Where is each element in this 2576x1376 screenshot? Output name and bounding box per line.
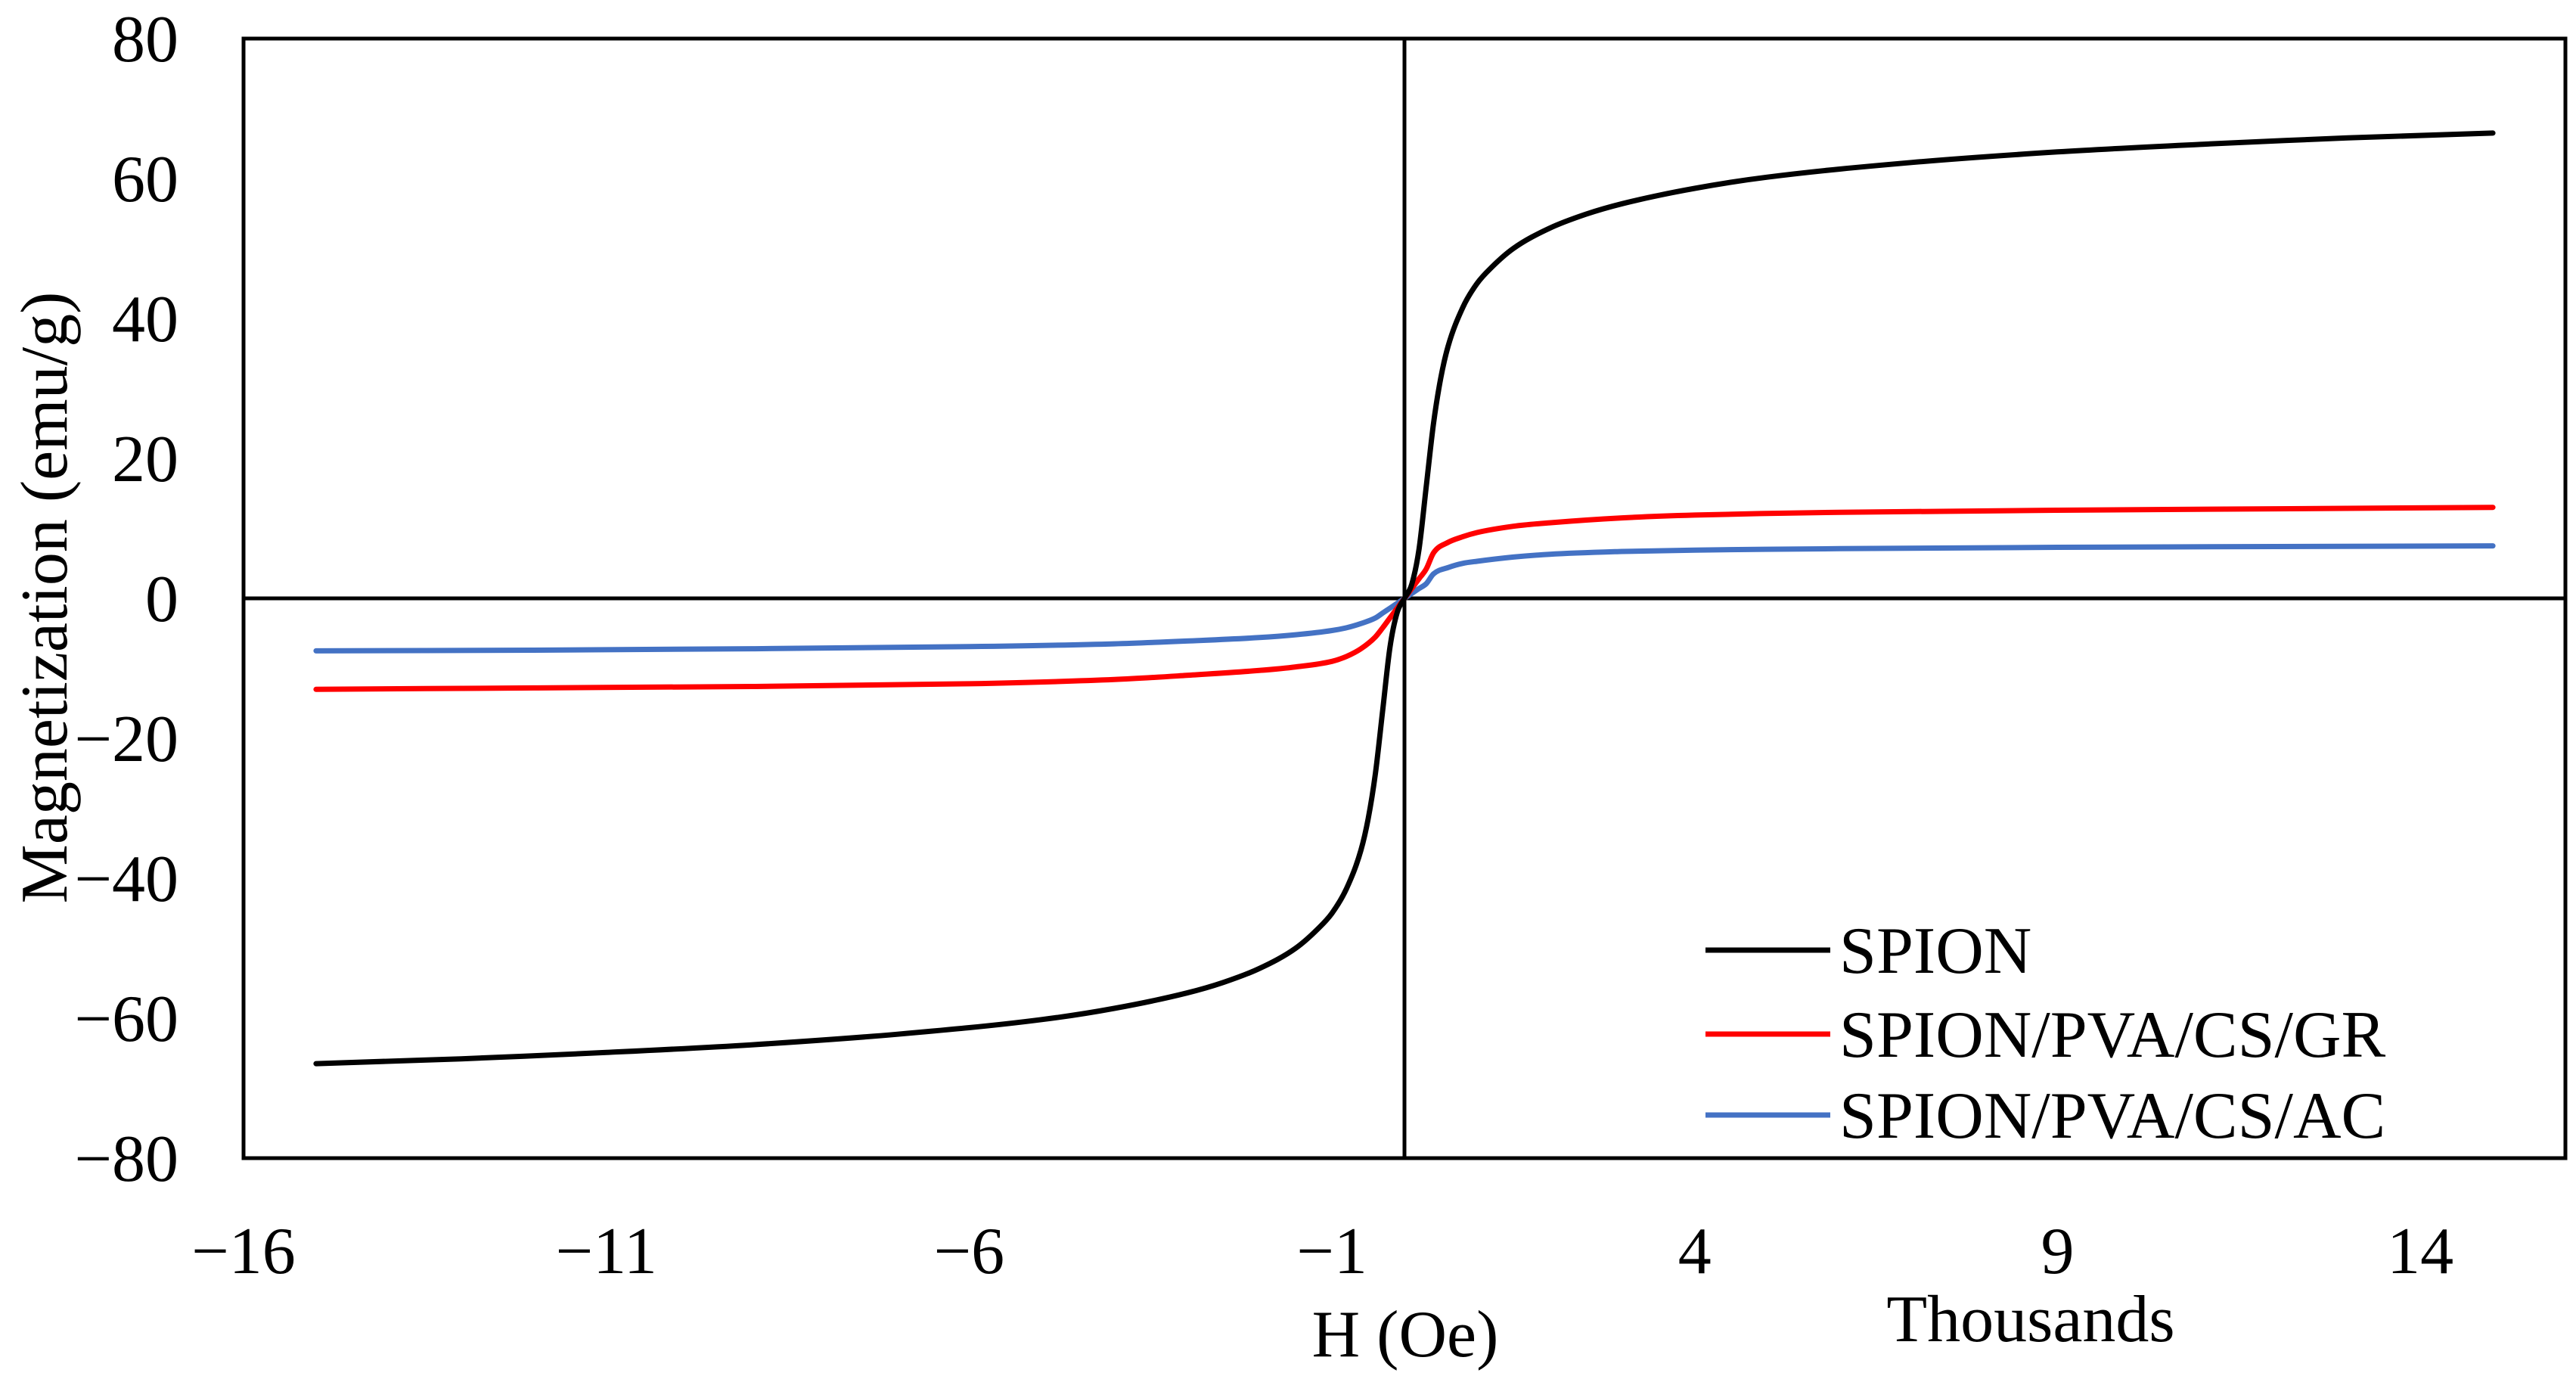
x-tick-label: 4 [1678,1215,1712,1288]
y-tick-label: 20 [112,423,178,496]
x-axis-units-label: Thousands [1886,1283,2174,1356]
x-axis-title: H (Oe) [1312,1298,1499,1371]
x-tick-label: 14 [2387,1215,2453,1288]
y-tick-label: 0 [145,563,178,636]
y-tick-label: −40 [74,843,178,916]
y-tick-label: −20 [74,703,178,776]
legend-label-spion: SPION [1839,915,2031,988]
y-axis-title: Magnetization (emu/g) [8,292,82,904]
y-tick-label: −80 [74,1123,178,1196]
x-tick-label: −6 [934,1215,1005,1288]
series-line-spion [313,130,2496,1067]
legend-label-spion-pva-cs-gr: SPION/PVA/CS/GR [1839,999,2386,1072]
x-tick-label: 9 [2041,1215,2074,1288]
y-tick-label: 80 [112,3,178,76]
y-tick-label: 40 [112,283,178,356]
y-axis-ticks: 80 60 40 20 0 −20 −40 −60 −80 [74,3,178,1196]
legend-label-spion-pva-cs-ac: SPION/PVA/CS/AC [1839,1079,2385,1153]
y-tick-label: −60 [74,983,178,1056]
data-series [313,130,2496,1067]
x-tick-label: −11 [556,1215,657,1288]
x-axis-ticks: −16 −11 −6 −1 4 9 14 [191,1215,2453,1288]
x-tick-label: −16 [191,1215,296,1288]
x-tick-label: −1 [1296,1215,1367,1288]
y-tick-label: 60 [112,143,178,216]
